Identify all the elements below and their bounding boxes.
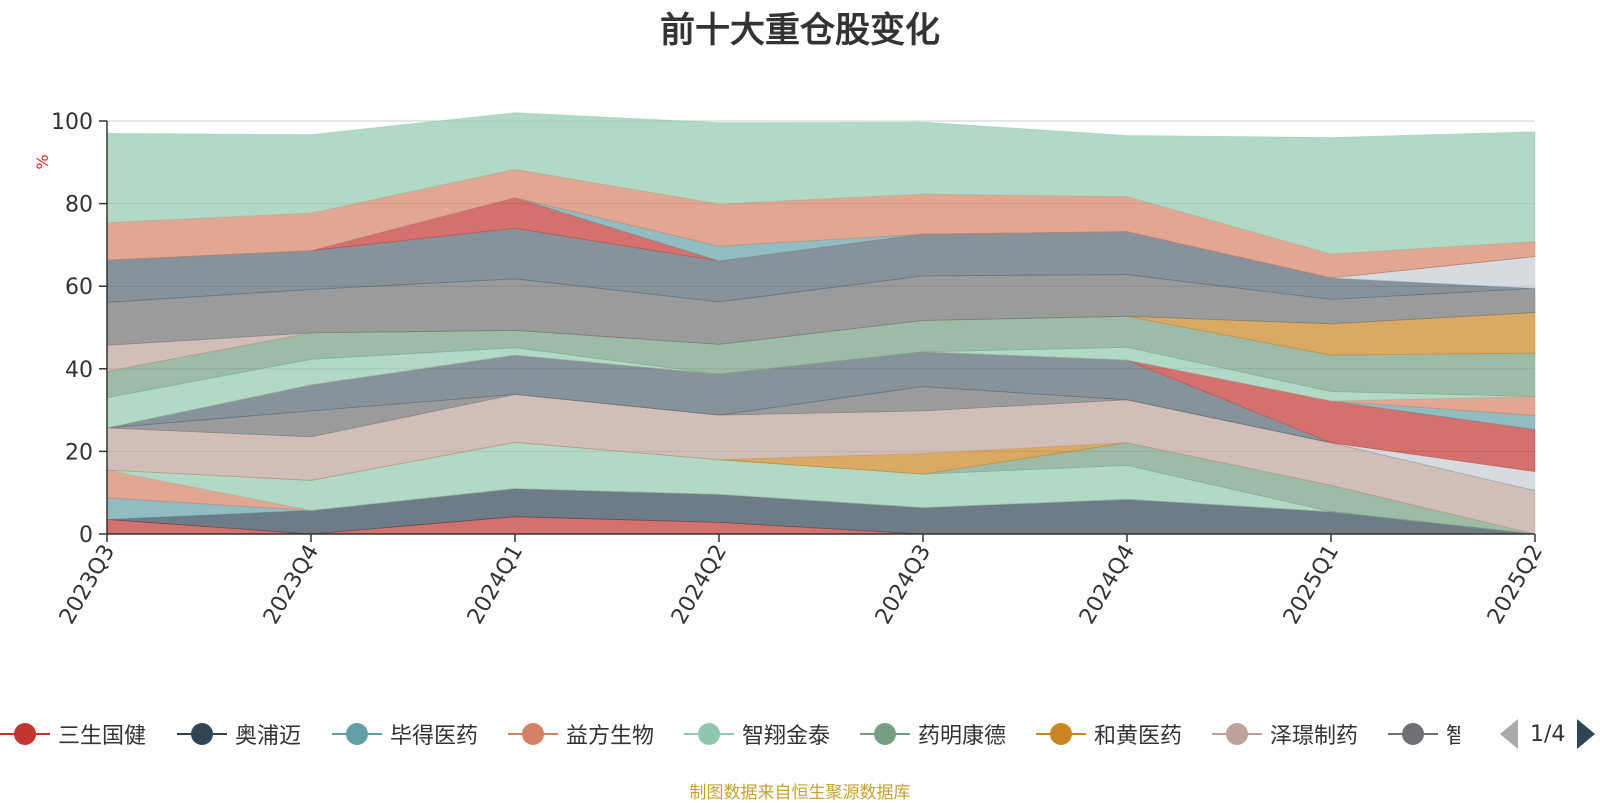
legend-swatch-icon	[860, 721, 910, 747]
x-tick-label: 2025Q1	[1279, 541, 1344, 629]
legend-prev-icon[interactable]	[1500, 719, 1518, 749]
legend-label: 益方生物	[566, 724, 655, 749]
x-tick-label: 2023Q4	[259, 541, 324, 629]
legend-label: 毕得医药	[390, 724, 479, 749]
legend-swatch-icon	[1036, 721, 1086, 747]
source-note: 制图数据来自恒生聚源数据库	[689, 783, 911, 803]
legend-swatch-icon	[1388, 721, 1438, 747]
area-series-layer	[106, 112, 1536, 535]
legend-label: 泽璟制药	[1270, 724, 1359, 749]
legend-item[interactable]: 益方生物	[508, 716, 654, 752]
y-tick-label: 0	[79, 523, 93, 548]
legend-page-indicator: 1/4	[1530, 721, 1566, 747]
y-axis-label: %	[33, 154, 52, 169]
legend-item[interactable]: 泽璟制药	[1212, 716, 1358, 752]
legend-item[interactable]: 智飞生物	[1388, 716, 1460, 752]
legend-item[interactable]: 和黄医药	[1036, 716, 1182, 752]
legend: 三生国健 奥浦迈 毕得医药 益方生物 智翔金泰 药明康德 和黄医药 泽璟制药 智飞生物	[0, 716, 1600, 752]
legend-item[interactable]: 奥浦迈	[177, 716, 301, 752]
legend-swatch-icon	[684, 721, 734, 747]
x-tick-label: 2024Q4	[1075, 541, 1140, 629]
legend-label: 药明康德	[918, 724, 1007, 749]
legend-swatch-icon	[177, 721, 227, 747]
legend-label: 和黄医药	[1094, 724, 1183, 749]
y-tick-label: 80	[65, 193, 93, 218]
legend-swatch-icon	[0, 721, 50, 747]
x-tick-label: 2024Q3	[871, 541, 936, 629]
y-tick-label: 40	[65, 358, 93, 383]
legend-label: 奥浦迈	[235, 724, 302, 749]
chart-plot: 0 20 40 60 80 100% 2023Q3 2023Q4 2024Q1 2024Q2 202…	[33, 110, 1548, 629]
legend-next-icon[interactable]	[1577, 719, 1596, 749]
legend-item[interactable]: 智翔金泰	[684, 716, 830, 752]
legend-items: 三生国健 奥浦迈 毕得医药 益方生物 智翔金泰 药明康德 和黄医药 泽璟制药 智飞生物	[0, 716, 1460, 752]
legend-label: 三生国健	[58, 724, 147, 749]
area-series-25[interactable]	[106, 112, 1536, 255]
legend-swatch-icon	[332, 721, 382, 747]
legend-item[interactable]: 毕得医药	[332, 716, 478, 752]
y-tick-label: 60	[65, 275, 93, 300]
legend-pager: 1/4	[1500, 716, 1596, 752]
x-tick-label: 2024Q1	[463, 541, 528, 629]
x-tick-label: 2025Q2	[1483, 541, 1548, 629]
legend-label: 智翔金泰	[742, 724, 831, 749]
legend-swatch-icon	[1212, 721, 1262, 747]
legend-item[interactable]: 三生国健	[0, 716, 146, 752]
legend-item[interactable]: 药明康德	[860, 716, 1006, 752]
y-tick-label: 100	[51, 110, 93, 135]
y-tick-label: 20	[65, 440, 93, 465]
legend-swatch-icon	[508, 721, 558, 747]
x-tick-label: 2023Q3	[55, 541, 120, 629]
chart-title: 前十大重仓股变化	[659, 11, 940, 51]
legend-label: 智飞生物	[1446, 724, 1460, 749]
x-tick-label: 2024Q2	[667, 541, 732, 629]
